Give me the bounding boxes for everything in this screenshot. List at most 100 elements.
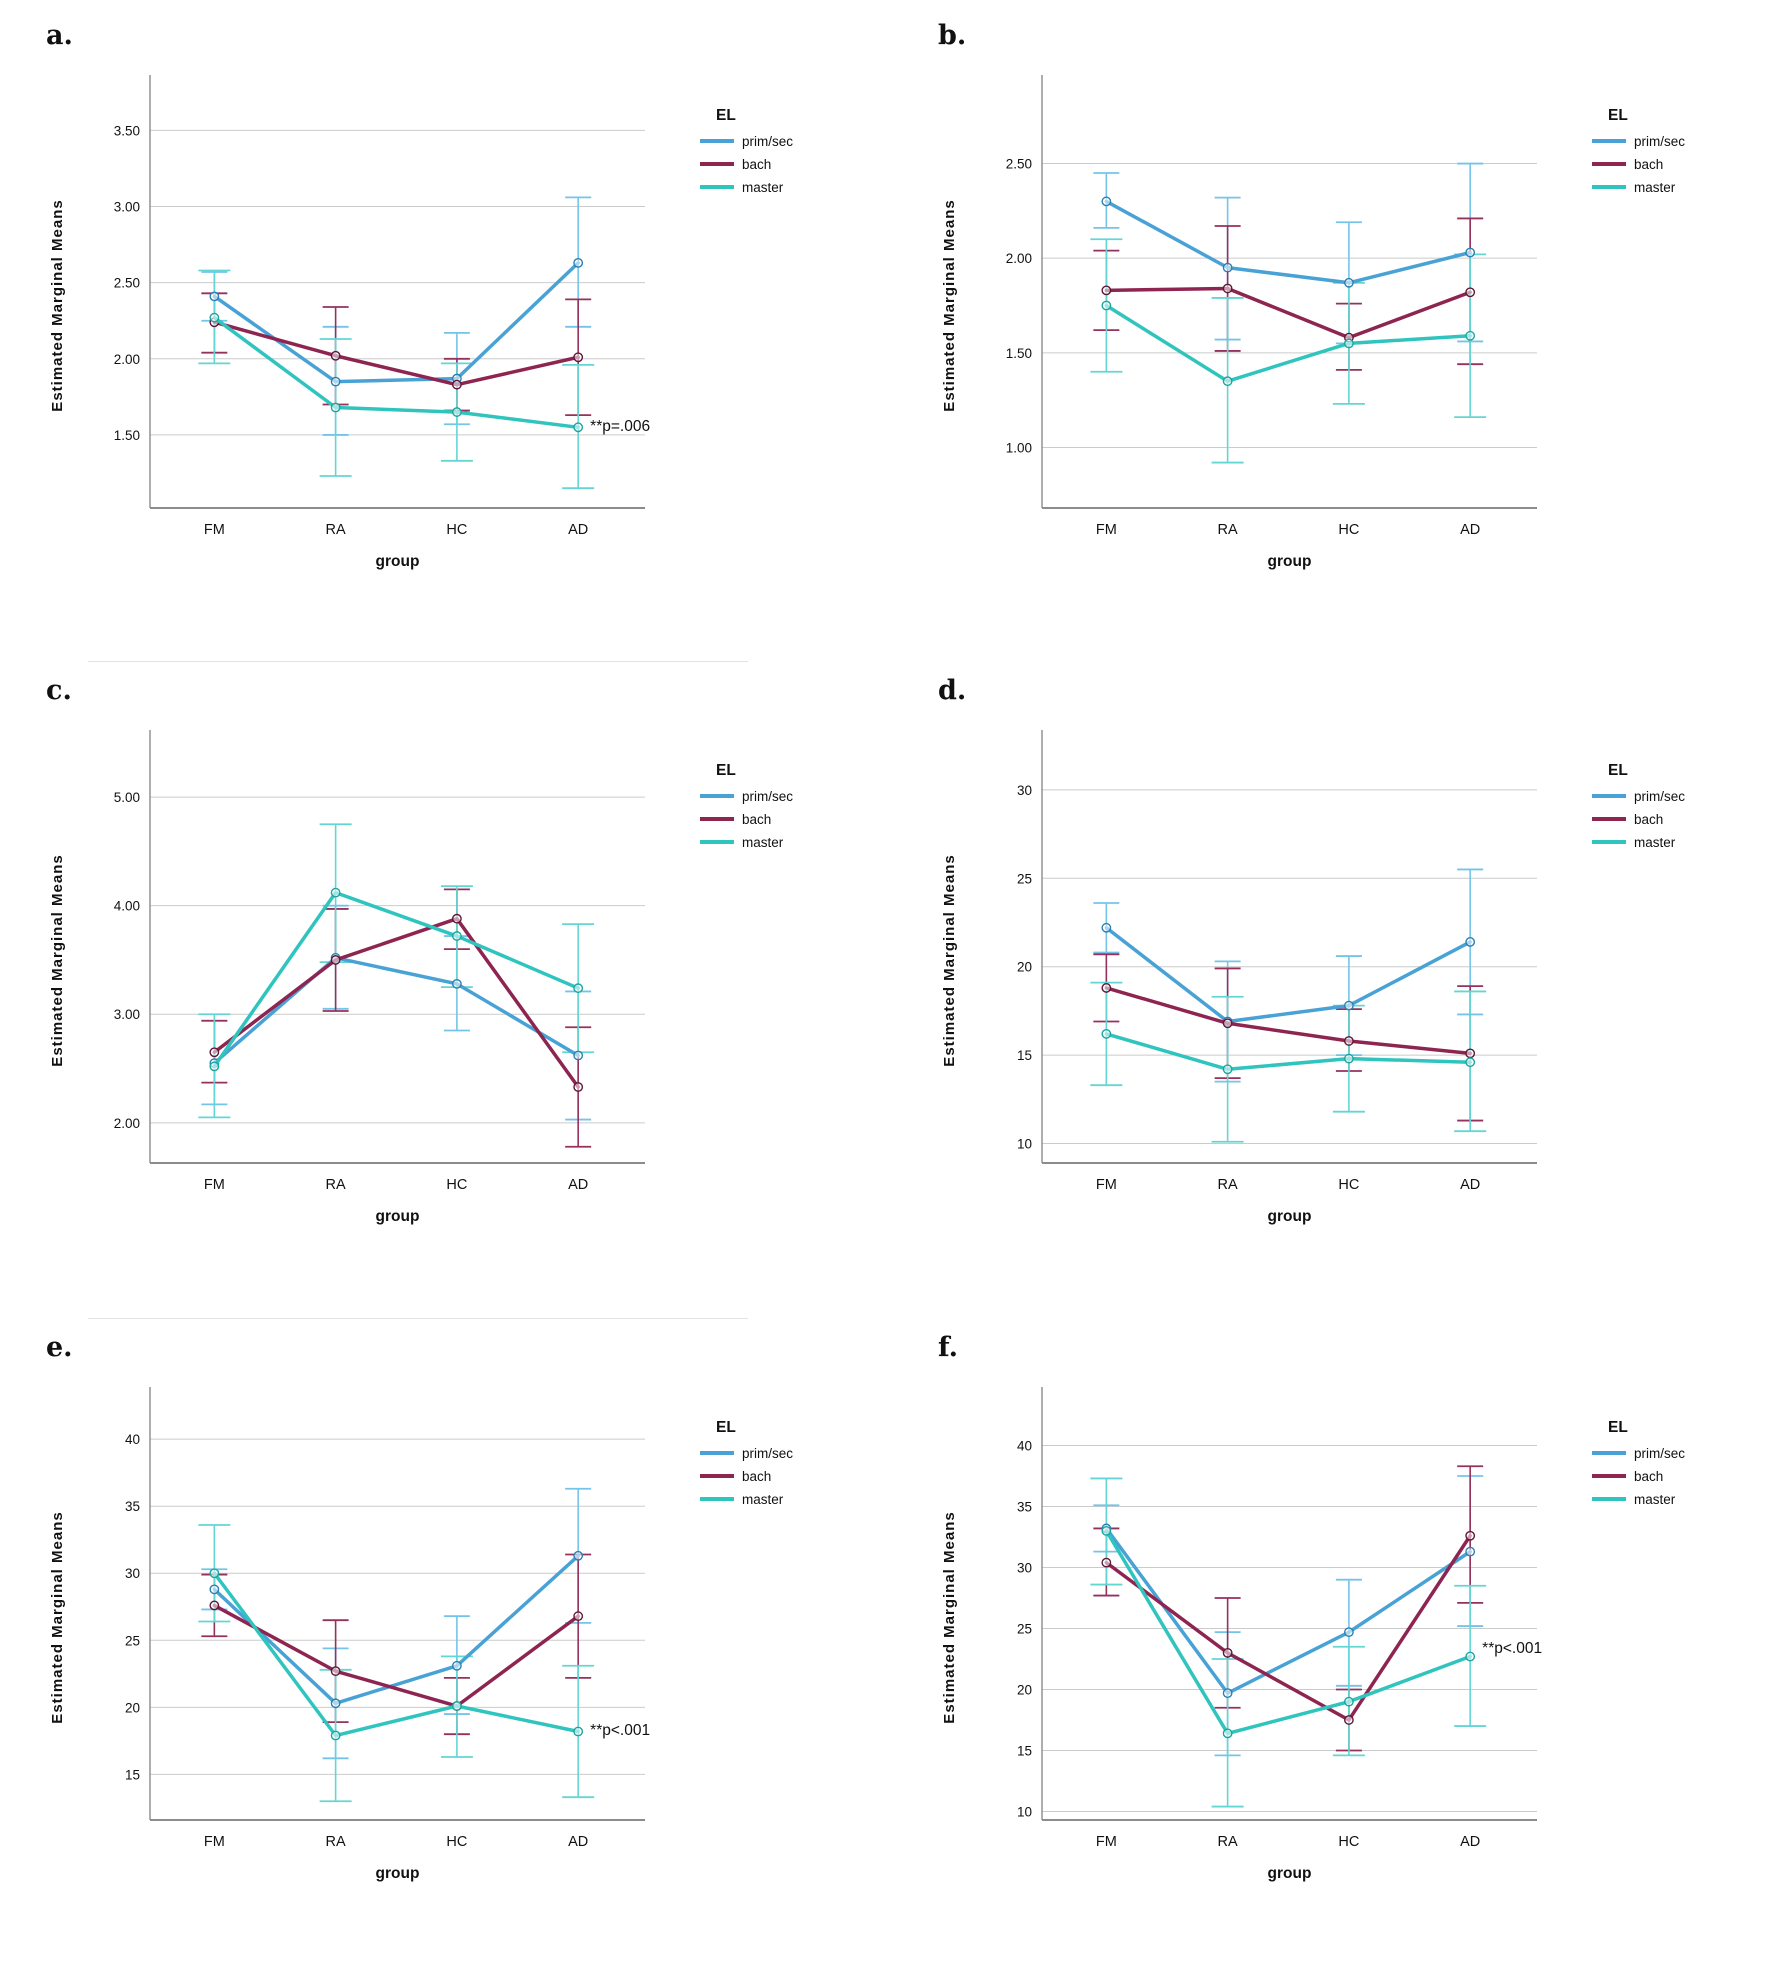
data-point-marker xyxy=(1222,376,1233,387)
y-tick-label: 3.50 xyxy=(114,123,140,138)
data-point-marker xyxy=(1222,1018,1233,1029)
series-master xyxy=(1101,1028,1476,1075)
y-tick-label: 15 xyxy=(125,1767,140,1782)
data-point-marker xyxy=(1101,922,1112,933)
x-tick-label: FM xyxy=(204,1834,225,1850)
legend-label: bach xyxy=(1634,1469,1663,1484)
annotation: **p=.006 xyxy=(590,418,650,435)
significance-annotation: **p<.001 xyxy=(1482,1640,1542,1657)
y-tick-label: 1.50 xyxy=(114,428,140,443)
legend-label: prim/sec xyxy=(1634,1446,1685,1461)
legend-label: bach xyxy=(1634,812,1663,827)
series-line xyxy=(212,315,580,430)
error-bars-prim/sec xyxy=(201,1487,592,1760)
axes xyxy=(1041,1387,1537,1821)
x-tick-label: HC xyxy=(446,1834,467,1850)
data-point-marker xyxy=(1465,247,1476,258)
annotation: **p<.001 xyxy=(590,1722,650,1739)
series-line xyxy=(212,890,580,1069)
data-point-marker xyxy=(573,352,584,363)
legend-title: EL xyxy=(1608,762,1628,779)
series-master xyxy=(1101,300,1476,387)
data-point-marker xyxy=(1101,300,1112,311)
x-tick-label: FM xyxy=(1096,1177,1117,1193)
series-master xyxy=(1101,1525,1476,1739)
x-axis-title: group xyxy=(376,1865,420,1882)
series-line xyxy=(212,1571,580,1738)
legend-label: prim/sec xyxy=(1634,789,1685,804)
axes xyxy=(1041,75,1537,509)
y-tick-label: 30 xyxy=(1017,1560,1032,1575)
data-point-marker xyxy=(330,1698,341,1709)
significance-annotation: **p<.001 xyxy=(590,1722,650,1739)
data-point-marker xyxy=(1465,330,1476,341)
annotation: **p<.001 xyxy=(1482,1640,1542,1657)
legend-label: prim/sec xyxy=(742,789,793,804)
error-bars-master xyxy=(1090,238,1487,464)
data-point-marker xyxy=(1343,1715,1354,1725)
panel-letter-d: d. xyxy=(938,675,967,706)
x-tick-label: FM xyxy=(1096,522,1117,538)
series-line xyxy=(212,956,580,1065)
series-line xyxy=(212,1554,580,1706)
legend-label: prim/sec xyxy=(742,134,793,149)
data-point-marker xyxy=(1343,338,1354,349)
data-point-marker xyxy=(209,1600,220,1611)
error-bars-prim/sec xyxy=(1093,1475,1484,1757)
y-axis-title: Estimated Marginal Means xyxy=(941,1511,958,1723)
data-point-marker xyxy=(1101,1028,1112,1039)
data-point-marker xyxy=(1465,937,1476,947)
data-point-marker xyxy=(1343,1627,1354,1638)
legend-label: bach xyxy=(742,157,771,172)
legend-label: master xyxy=(1634,835,1676,850)
legend: EL prim/sec bach master xyxy=(700,1419,793,1507)
gridlines: 2.00 3.00 4.00 5.00 xyxy=(114,790,645,1131)
y-axis-title: Estimated Marginal Means xyxy=(49,854,66,1066)
legend-label: master xyxy=(1634,180,1676,195)
data-point-marker xyxy=(1222,1064,1233,1075)
y-axis-title-text: Estimated Marginal Means xyxy=(941,1511,958,1723)
data-point-marker xyxy=(1465,1048,1476,1059)
y-tick-label: 20 xyxy=(125,1700,140,1715)
series-master xyxy=(209,887,584,1072)
series-prim/sec xyxy=(209,1550,584,1709)
legend: EL prim/sec bach master xyxy=(700,762,793,850)
y-tick-label: 40 xyxy=(125,1432,140,1447)
y-axis-title-text: Estimated Marginal Means xyxy=(941,199,958,411)
data-point-marker xyxy=(330,1730,341,1741)
data-point-marker xyxy=(1465,1530,1476,1541)
legend-label: prim/sec xyxy=(1634,134,1685,149)
y-tick-label: 15 xyxy=(1017,1743,1032,1758)
panel-letter-b: b. xyxy=(938,20,967,51)
gridlines: 10 15 20 25 30 xyxy=(1017,783,1537,1152)
data-point-marker xyxy=(1101,196,1112,207)
data-point-marker xyxy=(209,1061,220,1072)
series-line xyxy=(1104,926,1472,1024)
x-axis-labels: FM RA HC AD group xyxy=(204,1834,588,1882)
axes xyxy=(149,730,645,1164)
legend-label: bach xyxy=(742,1469,771,1484)
legend-title: EL xyxy=(716,762,736,779)
data-point-marker xyxy=(451,1701,462,1711)
y-tick-label: 35 xyxy=(1017,1499,1032,1514)
series-prim/sec xyxy=(1101,1523,1476,1699)
data-point-marker xyxy=(209,1568,220,1579)
data-point-marker xyxy=(330,402,341,413)
x-tick-label: HC xyxy=(1338,522,1359,538)
gridlines: 15 20 25 30 35 40 xyxy=(125,1432,645,1782)
series-line xyxy=(212,1603,580,1708)
series-prim/sec xyxy=(209,257,584,387)
data-point-marker xyxy=(1101,285,1112,296)
chart-d: 10 15 20 25 30 FM RA HC AD group Estimated Margina… xyxy=(941,730,1685,1225)
series-prim/sec xyxy=(1101,196,1476,288)
legend: EL prim/sec bach master xyxy=(700,107,793,195)
data-point-marker xyxy=(573,422,584,433)
y-axis-title: Estimated Marginal Means xyxy=(941,199,958,411)
row-divider xyxy=(88,1318,748,1319)
y-axis-title-text: Estimated Marginal Means xyxy=(941,854,958,1066)
series-bach xyxy=(1101,283,1476,343)
data-point-marker xyxy=(573,257,584,268)
x-axis-labels: FM RA HC AD group xyxy=(204,522,588,570)
x-tick-label: RA xyxy=(1218,522,1238,538)
y-tick-label: 25 xyxy=(1017,871,1032,886)
